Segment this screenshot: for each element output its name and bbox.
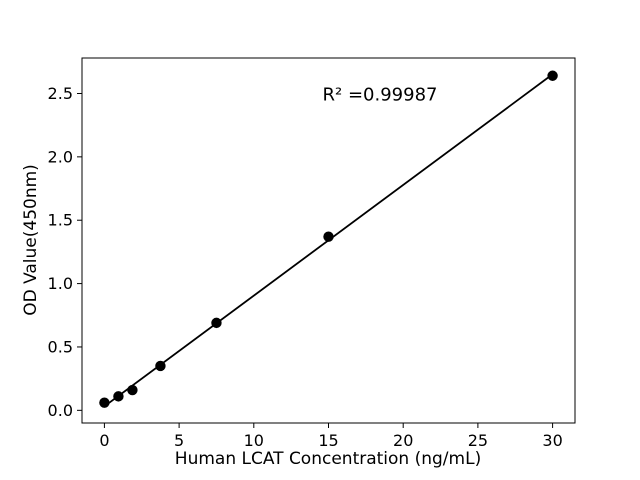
r-squared-annotation: R² =0.99987 bbox=[322, 84, 438, 106]
x-tick-label: 15 bbox=[318, 431, 338, 450]
data-point bbox=[211, 317, 222, 329]
x-tick-label: 5 bbox=[174, 431, 184, 450]
x-tick-label: 10 bbox=[244, 431, 264, 450]
x-tick-label: 0 bbox=[99, 431, 109, 450]
data-point bbox=[547, 70, 558, 81]
x-tick-label: 20 bbox=[393, 431, 413, 450]
data-point bbox=[127, 384, 138, 396]
y-tick-label: 2.5 bbox=[48, 84, 73, 103]
data-point bbox=[155, 360, 166, 372]
x-tick-label: 25 bbox=[468, 431, 488, 450]
y-tick-label: 1.5 bbox=[48, 211, 73, 230]
y-axis-label: OD Value(450nm) bbox=[21, 164, 41, 316]
data-point bbox=[99, 397, 110, 408]
x-tick-label: 30 bbox=[542, 431, 562, 450]
y-tick-label: 1.0 bbox=[48, 274, 73, 293]
y-tick-label: 0.5 bbox=[48, 337, 73, 356]
data-point bbox=[323, 231, 334, 242]
data-point bbox=[113, 391, 124, 402]
y-tick-label: 0.0 bbox=[48, 401, 73, 420]
y-tick-label: 2.0 bbox=[48, 147, 73, 166]
x-axis-label: Human LCAT Concentration (ng/mL) bbox=[174, 449, 482, 469]
